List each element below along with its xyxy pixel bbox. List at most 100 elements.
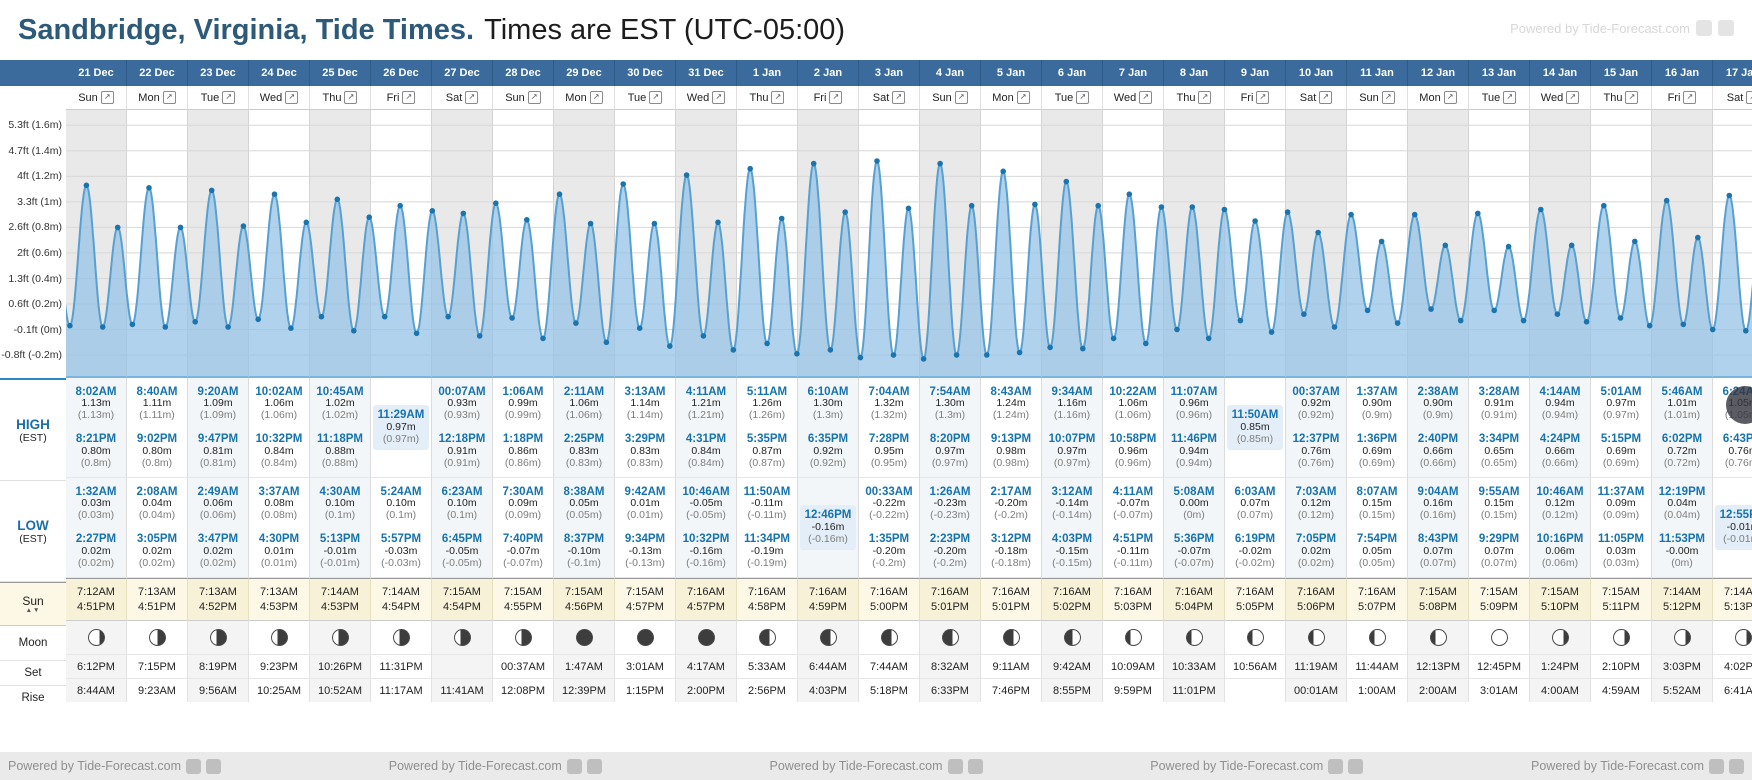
- tide-height-alt: (-0.1m): [567, 556, 601, 569]
- sun-cell: 7:15AM 5:09PM: [1469, 578, 1530, 620]
- high-tide-entry: 3:29PM 0.83m (0.83m): [625, 433, 665, 469]
- expand-day-icon[interactable]: ↗: [1139, 91, 1153, 104]
- expand-day-icon[interactable]: ↗: [892, 91, 906, 104]
- y-axis-label: 2.6ft (0.8m): [8, 221, 62, 234]
- tide-height: 1.32m: [874, 397, 904, 410]
- chart-column: [249, 110, 310, 378]
- expand-day-icon[interactable]: ↗: [1566, 91, 1580, 104]
- tide-height-alt: (0.08m): [260, 509, 298, 522]
- weekday-label: Fri: [813, 91, 827, 104]
- tide-height-alt: (-0.23m): [930, 509, 970, 522]
- expand-day-icon[interactable]: ↗: [1256, 91, 1270, 104]
- weekday-cell: Mon ↗: [127, 86, 188, 110]
- moon-cell: [432, 620, 493, 654]
- weekday-cell: Mon ↗: [981, 86, 1042, 110]
- page-title-timezone: Times are EST (UTC-05:00): [484, 13, 846, 46]
- expand-day-icon[interactable]: ↗: [1381, 91, 1395, 104]
- low-tide-entry: 7:05PM 0.02m (0.02m): [1296, 533, 1336, 569]
- expand-day-icon[interactable]: ↗: [712, 91, 726, 104]
- watermark-icon: [186, 758, 201, 774]
- expand-day-icon[interactable]: ↗: [771, 91, 785, 104]
- expand-day-icon[interactable]: ↗: [402, 91, 416, 104]
- day-column: 1 Jan Thu ↗ 5:11AM 1.26m (1.26m) 5:35PM 0.87m (0…: [737, 60, 798, 702]
- low-tide-cell: 5:24AM 0.10m (0.1m) 5:57PM -0.03m (-0.03m): [371, 478, 432, 578]
- watermark-icon: [1718, 20, 1734, 36]
- low-tide-entry: 00:33AM -0.22m (-0.22m): [865, 486, 912, 522]
- expand-day-icon[interactable]: ↗: [1503, 91, 1517, 104]
- weekday-label: Mon: [565, 91, 587, 104]
- low-tide-entry: 8:07AM 0.15m (0.15m): [1357, 486, 1398, 522]
- high-tide-cell: 9:20AM 1.09m (1.09m) 9:47PM 0.81m (0.81m): [188, 378, 249, 478]
- expand-day-icon[interactable]: ↗: [344, 91, 358, 104]
- tide-height-alt: (0m): [1183, 509, 1205, 522]
- expand-day-icon[interactable]: ↗: [954, 91, 968, 104]
- tide-time: 9:47PM: [197, 433, 239, 446]
- footer-watermark: Powered by Tide-Forecast.com: [770, 758, 983, 774]
- expand-day-icon[interactable]: ↗: [527, 91, 541, 104]
- low-tide-cell: 3:12AM -0.14m (-0.14m) 4:03PM -0.15m (-0.15m): [1042, 478, 1103, 578]
- moon-phase-icon: [697, 629, 715, 646]
- expand-day-icon[interactable]: ↗: [1198, 91, 1212, 104]
- chart-column: [1408, 110, 1469, 378]
- expand-day-icon[interactable]: ↗: [1076, 91, 1090, 104]
- expand-day-icon[interactable]: ↗: [100, 91, 114, 104]
- tide-height-alt: (0.66m): [1541, 456, 1579, 469]
- axis-corner-date: [0, 60, 66, 86]
- low-tide-cell: 9:42AM 0.01m (0.01m) 9:34PM -0.13m (-0.13m): [615, 478, 676, 578]
- day-column: 15 Jan Thu ↗ 5:01AM 0.97m (0.97m) 5:15PM 0.69m(…: [1591, 60, 1652, 702]
- expand-day-icon[interactable]: ↗: [649, 91, 663, 104]
- date-header: 2 Jan: [798, 60, 859, 86]
- expand-day-icon[interactable]: ↗: [589, 91, 603, 104]
- tide-time: 6:45PM: [441, 533, 483, 546]
- high-tide-cell: 5:01AM 0.97m (0.97m) 5:15PM 0.69m (0.69m): [1591, 378, 1652, 478]
- tide-time: 6:19PM: [1234, 533, 1276, 546]
- tide-time: 6:35PM: [807, 433, 849, 446]
- expand-day-icon[interactable]: ↗: [285, 91, 299, 104]
- tide-height-alt: (-0.13m): [625, 556, 665, 569]
- sun-cell: 7:14AM 5:12PM: [1652, 578, 1713, 620]
- tide-time: 00:07AM: [438, 385, 486, 398]
- low-tide-entry: 6:23AM 0.10m (0.1m): [442, 486, 483, 522]
- tide-height-alt: (-0.05m): [442, 556, 482, 569]
- moonrise-time: 3:01AM: [1469, 678, 1530, 702]
- tide-time: 8:02AM: [75, 385, 117, 398]
- expand-day-icon[interactable]: ↗: [1683, 91, 1697, 104]
- tide-height: -0.11m: [1117, 544, 1149, 557]
- weekday-cell: Wed ↗: [1103, 86, 1164, 110]
- high-tide-cell: 11:29AM 0.97m (0.97m): [371, 378, 432, 478]
- moon-phase-icon: [392, 629, 410, 646]
- expand-day-icon[interactable]: ↗: [222, 91, 236, 104]
- low-tide-entry: 10:46AM -0.05m (-0.05m): [682, 486, 729, 522]
- high-tide-entry: 10:45AM 1.02m (1.02m): [316, 386, 363, 422]
- tide-time: 1:18PM: [502, 433, 544, 446]
- tide-height-alt: (0.03m): [77, 509, 115, 522]
- expand-day-icon[interactable]: ↗: [465, 91, 479, 104]
- tide-time: 10:16PM: [1536, 533, 1584, 546]
- tide-time: 00:33AM: [865, 485, 913, 498]
- tide-height: 0.04m: [1667, 497, 1697, 510]
- tide-time: 10:32PM: [682, 533, 730, 546]
- sun-cell: 7:16AM 4:58PM: [737, 578, 798, 620]
- high-label-tz: (EST): [19, 431, 47, 444]
- weekday-label: Thu: [749, 91, 769, 104]
- weekday-label: Wed: [259, 91, 283, 104]
- tide-height-alt: (0.8m): [141, 456, 173, 469]
- tide-time: 10:22AM: [1109, 385, 1157, 398]
- expand-day-icon[interactable]: ↗: [1016, 91, 1030, 104]
- low-tide-entry: 8:43PM 0.07m (0.07m): [1418, 533, 1458, 569]
- weekday-cell: Sat↗: [432, 86, 493, 110]
- weekday-cell: Fri ↗: [371, 86, 432, 110]
- tide-height-alt: (0.01m): [626, 509, 664, 522]
- weekday-label: Thu: [322, 91, 342, 104]
- moonset-time: 2:10PM: [1591, 654, 1652, 678]
- expand-day-icon[interactable]: ↗: [1625, 91, 1639, 104]
- expand-day-icon[interactable]: ↗: [1319, 91, 1333, 104]
- moonrise-time: 4:59AM: [1591, 678, 1652, 702]
- expand-day-icon[interactable]: ↗: [162, 91, 176, 104]
- expand-day-icon[interactable]: ↗: [1443, 91, 1457, 104]
- expand-day-icon[interactable]: ↗: [829, 91, 843, 104]
- tide-height: -0.16m: [811, 521, 845, 534]
- expand-day-icon[interactable]: ↗: [1746, 91, 1752, 104]
- day-column: 14 Jan Wed ↗ 4:14AM 0.94m (0.94m) 4:24PM 0.66m(…: [1530, 60, 1591, 702]
- date-header: 7 Jan: [1103, 60, 1164, 86]
